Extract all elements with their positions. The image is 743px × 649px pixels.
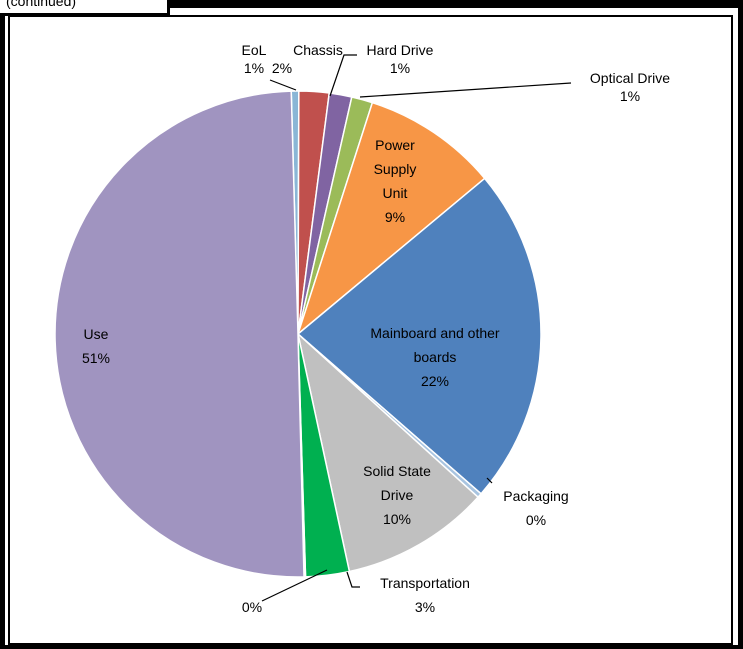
pie-slice-use <box>54 90 305 578</box>
leader-lines <box>261 54 572 602</box>
header-fragment: (continued) <box>6 0 77 9</box>
pie-slice-mainboard-and-other-boards <box>296 177 542 495</box>
slice-name-label: Use <box>84 326 109 342</box>
slice-percent-label: 10% <box>383 511 411 527</box>
slice-name-label: EoL <box>242 42 267 58</box>
slice-name-label: Mainboard and other <box>370 325 500 341</box>
leader-line <box>329 54 357 97</box>
slice-percent-label: 2% <box>272 60 292 76</box>
slice-name-label: Transportation <box>380 575 470 591</box>
pie-slices <box>54 90 542 578</box>
slice-percent-label: 0% <box>526 512 546 528</box>
pie-slice-power-supply-unit <box>296 101 486 337</box>
slice-name-label: boards <box>414 349 457 365</box>
slice-percent-label: 1% <box>244 60 264 76</box>
slice-percent-label: 51% <box>82 350 110 366</box>
leader-line <box>359 82 572 98</box>
slice-name-label: Chassis <box>293 42 343 58</box>
slice-name-label: Solid State <box>363 463 431 479</box>
slice-percent-label: 22% <box>421 373 449 389</box>
slice-labels: EoL 1% Chassis Hard Drive 1% Optical Drive 1% P… <box>82 42 670 615</box>
slice-name-label: Hard Drive <box>367 42 434 58</box>
slice-name-label: Optical Drive <box>590 70 670 86</box>
leader-line <box>346 571 360 588</box>
chart-border <box>8 15 733 645</box>
header-tab: (continued) <box>0 0 170 16</box>
top-border <box>0 0 743 8</box>
slice-name-label: Packaging <box>503 488 568 504</box>
slice-percent-label: 1% <box>390 60 410 76</box>
slice-name-label: Supply <box>374 161 417 177</box>
leader-line <box>269 79 297 91</box>
leader-line <box>261 569 328 602</box>
slice-name-label: Drive <box>381 487 414 503</box>
slice-percent-label: 3% <box>415 599 435 615</box>
slice-percent-label: 0% <box>242 599 262 615</box>
slice-name-label: Unit <box>383 185 408 201</box>
slice-percent-label: 1% <box>620 88 640 104</box>
leader-line <box>486 477 493 484</box>
slice-name-label: Power <box>375 137 415 153</box>
pie-slice-solid-state-drive <box>296 331 480 573</box>
slice-percent-label: 9% <box>385 209 405 225</box>
